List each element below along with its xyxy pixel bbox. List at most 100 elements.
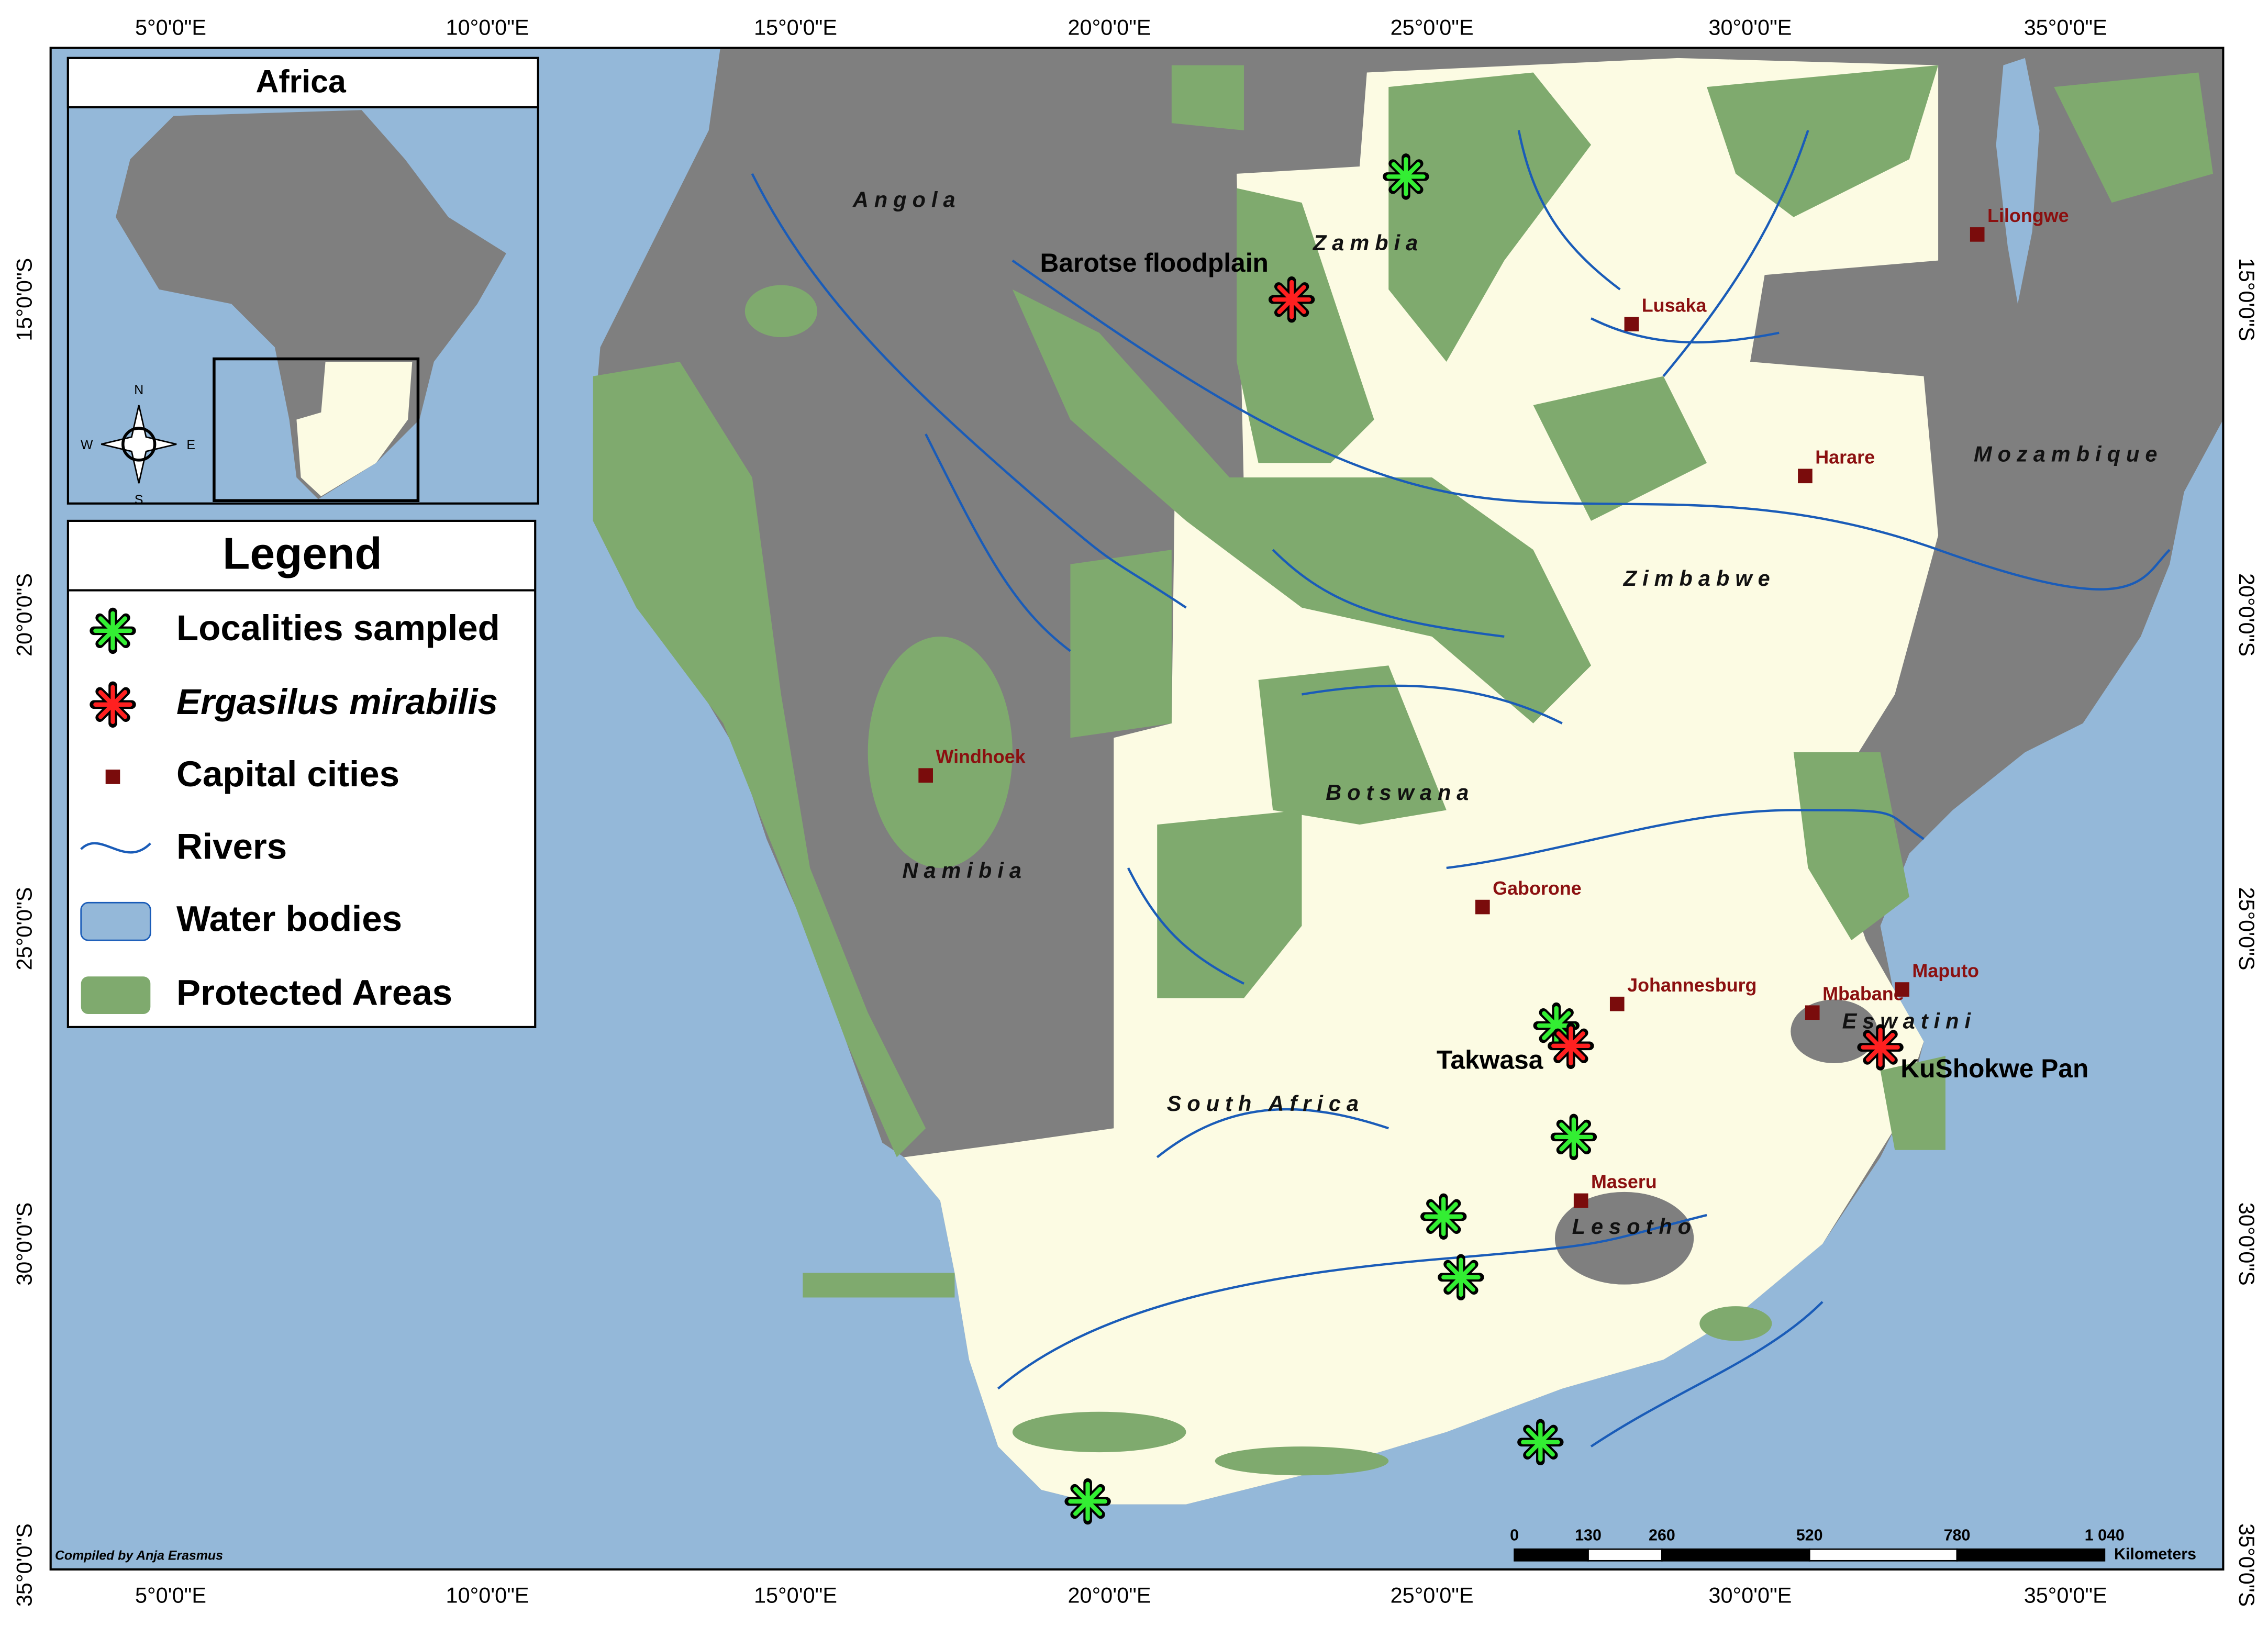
scale-label: 1 040: [2085, 1526, 2125, 1544]
legend-title: Legend: [223, 529, 382, 579]
legend-symbol: [80, 901, 151, 941]
capital-marker: [1624, 317, 1639, 332]
longitude-label: 15°0'0"E: [754, 15, 837, 40]
longitude-label: 35°0'0"E: [2024, 1583, 2107, 1607]
scale-segment: [1661, 1548, 1810, 1562]
compass-w: W: [81, 438, 93, 452]
scale-segment: [1587, 1548, 1663, 1562]
capital-label: Maputo: [1912, 960, 1979, 981]
inset-title: Africa: [256, 64, 347, 99]
legend-label: Localities sampled: [176, 607, 500, 648]
country-label: Mozambique: [1974, 442, 2163, 466]
scale-label: 780: [1944, 1526, 1971, 1544]
longitude-label: 35°0'0"E: [2024, 15, 2107, 40]
longitude-label: 10°0'0"E: [446, 1583, 529, 1607]
longitude-label: 20°0'0"E: [1068, 1583, 1151, 1607]
longitude-label: 5°0'0"E: [135, 15, 206, 40]
legend-symbol: [105, 770, 120, 784]
star-spoke: [98, 690, 128, 719]
longitude-label: 5°0'0"E: [135, 1583, 206, 1607]
star-spoke: [98, 616, 128, 645]
capital-marker: [1805, 1005, 1820, 1020]
longitude-label: 20°0'0"E: [1068, 15, 1151, 40]
protected-areas: [593, 65, 2214, 1476]
star-spoke: [1277, 285, 1306, 314]
legend-label: Water bodies: [176, 898, 402, 939]
capital-label: Lusaka: [1642, 295, 1707, 316]
scale-segment: [1514, 1548, 1589, 1562]
latitude-label: 15°0'0"S: [12, 258, 37, 341]
rivers: [751, 130, 2171, 1447]
star-spoke: [1391, 162, 1421, 192]
latitude-label: 30°0'0"S: [12, 1202, 37, 1286]
capital-label: Mbabane: [1822, 983, 1904, 1005]
scale-segment: [1808, 1548, 1958, 1562]
compass-n: N: [134, 383, 143, 397]
longitude-label: 10°0'0"E: [446, 15, 529, 40]
legend-label: Ergasilus mirabilis: [176, 681, 498, 722]
lake-malawi: [1996, 58, 2040, 304]
scale-unit: Kilometers: [2114, 1545, 2196, 1563]
capital-marker: [1573, 1193, 1588, 1208]
capital-label: Windhoek: [936, 745, 1026, 767]
locality-marker: [1383, 153, 1429, 200]
ergasilus-marker: [1548, 1022, 1594, 1070]
country-label: Zimbabwe: [1623, 566, 1776, 591]
capital-marker: [1475, 899, 1490, 915]
longitude-label: 15°0'0"E: [754, 1583, 837, 1607]
scale-label: 260: [1649, 1526, 1675, 1544]
longitude-label: 30°0'0"E: [1708, 1583, 1792, 1607]
scale-segment: [1956, 1548, 2106, 1562]
capital-label: Johannesburg: [1627, 974, 1756, 996]
star-spoke: [1865, 1032, 1895, 1062]
legend-label: Capital cities: [176, 753, 399, 794]
locality-marker: [1420, 1193, 1467, 1240]
star-spoke: [1526, 1428, 1555, 1457]
locality-marker: [1517, 1419, 1564, 1466]
star-spoke: [1559, 1122, 1588, 1152]
capital-marker: [1798, 469, 1813, 484]
latitude-label: 25°0'0"S: [2234, 887, 2259, 971]
latitude-label: 20°0'0"S: [2234, 573, 2259, 656]
country-label: Lesotho: [1572, 1214, 1697, 1239]
legend-symbol: [90, 681, 136, 728]
legend-label: Rivers: [176, 826, 287, 866]
compass-s: S: [135, 493, 143, 507]
site-label: Barotse floodplain: [1040, 248, 1268, 277]
country-label: South Africa: [1167, 1091, 1364, 1116]
latitude-label: 35°0'0"S: [2234, 1523, 2259, 1607]
legend-symbol: [80, 842, 151, 854]
latitude-label: 35°0'0"S: [12, 1523, 37, 1607]
latitude-label: 30°0'0"S: [2234, 1202, 2259, 1286]
ergasilus-marker: [1268, 276, 1315, 323]
capital-label: Gaborone: [1493, 877, 1582, 899]
capital-label: Maseru: [1591, 1171, 1657, 1193]
legend-symbol: [81, 976, 151, 1015]
country-label: Zambia: [1313, 230, 1424, 255]
compass: [101, 405, 177, 484]
credit: Compiled by Anja Erasmus: [55, 1549, 223, 1563]
scale-label: 520: [1796, 1526, 1823, 1544]
star-spoke: [1073, 1487, 1103, 1516]
inset-extent: [213, 357, 420, 503]
capital-label: Harare: [1815, 447, 1875, 468]
country-label: Namibia: [902, 858, 1027, 883]
latitude-label: 20°0'0"S: [12, 573, 37, 656]
compass-e: E: [186, 438, 195, 452]
star-spoke: [1556, 1031, 1585, 1061]
lesotho: [1554, 1191, 1694, 1285]
star-spoke: [1542, 1011, 1571, 1040]
capital-marker: [1895, 982, 1909, 997]
capital-marker: [918, 768, 933, 783]
longitude-label: 25°0'0"E: [1391, 15, 1474, 40]
capital-marker: [1609, 996, 1625, 1011]
legend-box: [66, 519, 537, 1028]
country-label: Eswatini: [1842, 1009, 1977, 1033]
inset-title-bar: [66, 57, 539, 108]
country-label: Botswana: [1326, 780, 1474, 805]
longitude-label: 25°0'0"E: [1391, 1583, 1474, 1607]
site-label: Takwasa: [1437, 1045, 1543, 1074]
